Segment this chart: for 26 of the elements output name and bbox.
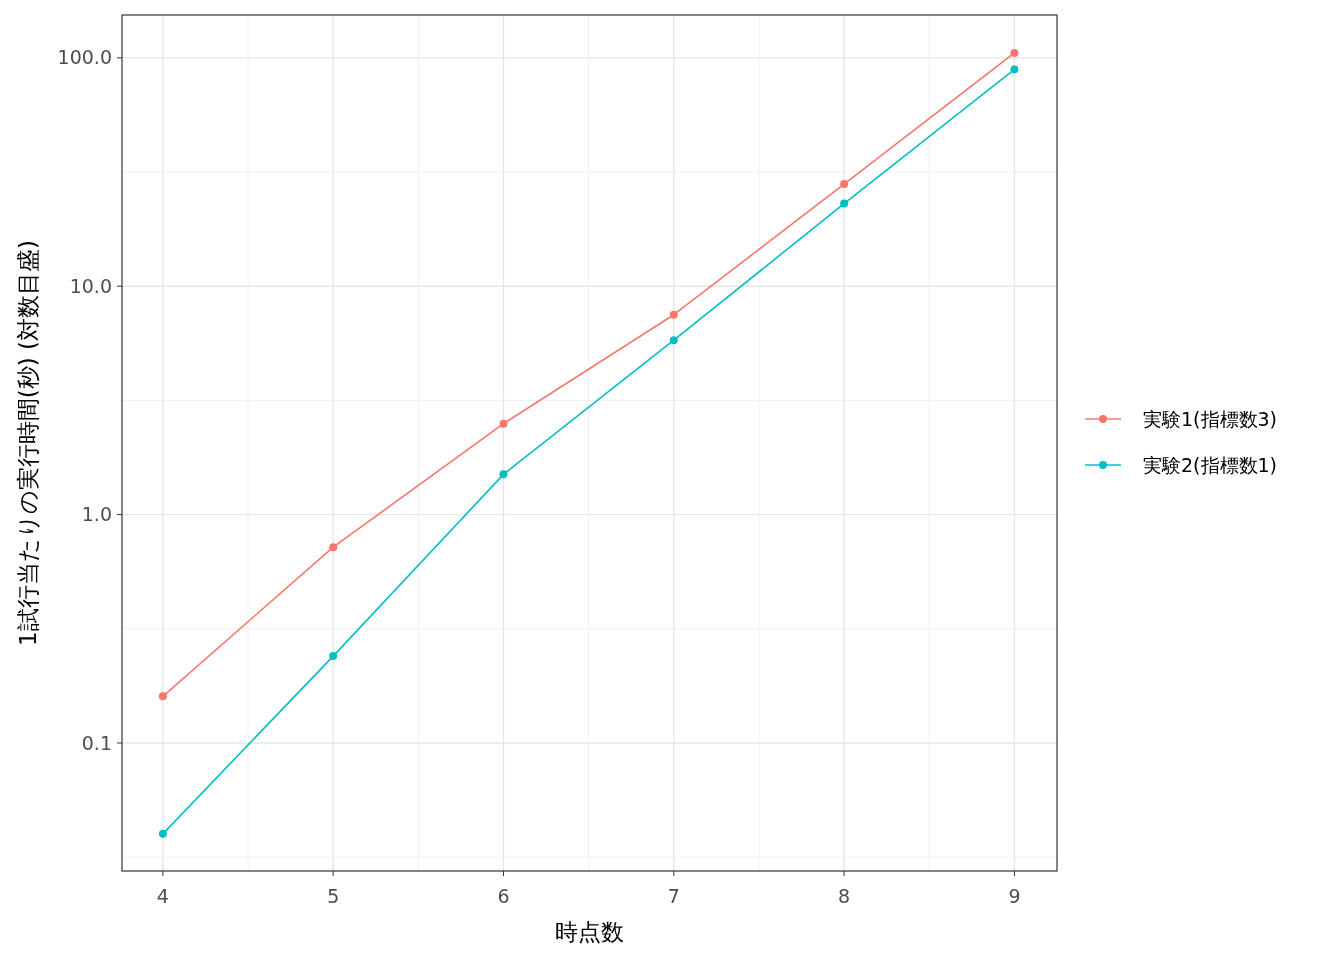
legend-label: 実験1(指標数3) [1143, 407, 1278, 430]
y-tick-label: 0.1 [81, 731, 112, 754]
x-tick-label: 6 [497, 885, 510, 907]
x-tick-label: 5 [327, 885, 340, 907]
point [158, 692, 167, 701]
point [499, 470, 508, 479]
point [329, 652, 338, 661]
point [329, 543, 338, 552]
x-tick-label: 7 [667, 885, 680, 907]
point [669, 310, 678, 319]
y-axis-title: 1試行当たりの実行時間(秒) (対数目盛) [15, 240, 41, 646]
point [158, 829, 167, 838]
x-tick-label: 4 [156, 885, 169, 907]
point [1010, 65, 1019, 74]
y-tick-label: 100.0 [57, 46, 112, 69]
point [840, 180, 849, 189]
x-tick-label: 9 [1008, 885, 1021, 907]
y-tick-label: 1.0 [81, 503, 112, 526]
point [840, 199, 849, 208]
point [1010, 48, 1019, 57]
x-axis-title: 時点数 [555, 919, 624, 945]
y-tick-label: 10.0 [69, 274, 112, 297]
legend-label: 実験2(指標数1) [1143, 453, 1278, 476]
point [669, 336, 678, 345]
x-tick-label: 8 [838, 885, 851, 907]
point [499, 419, 508, 428]
